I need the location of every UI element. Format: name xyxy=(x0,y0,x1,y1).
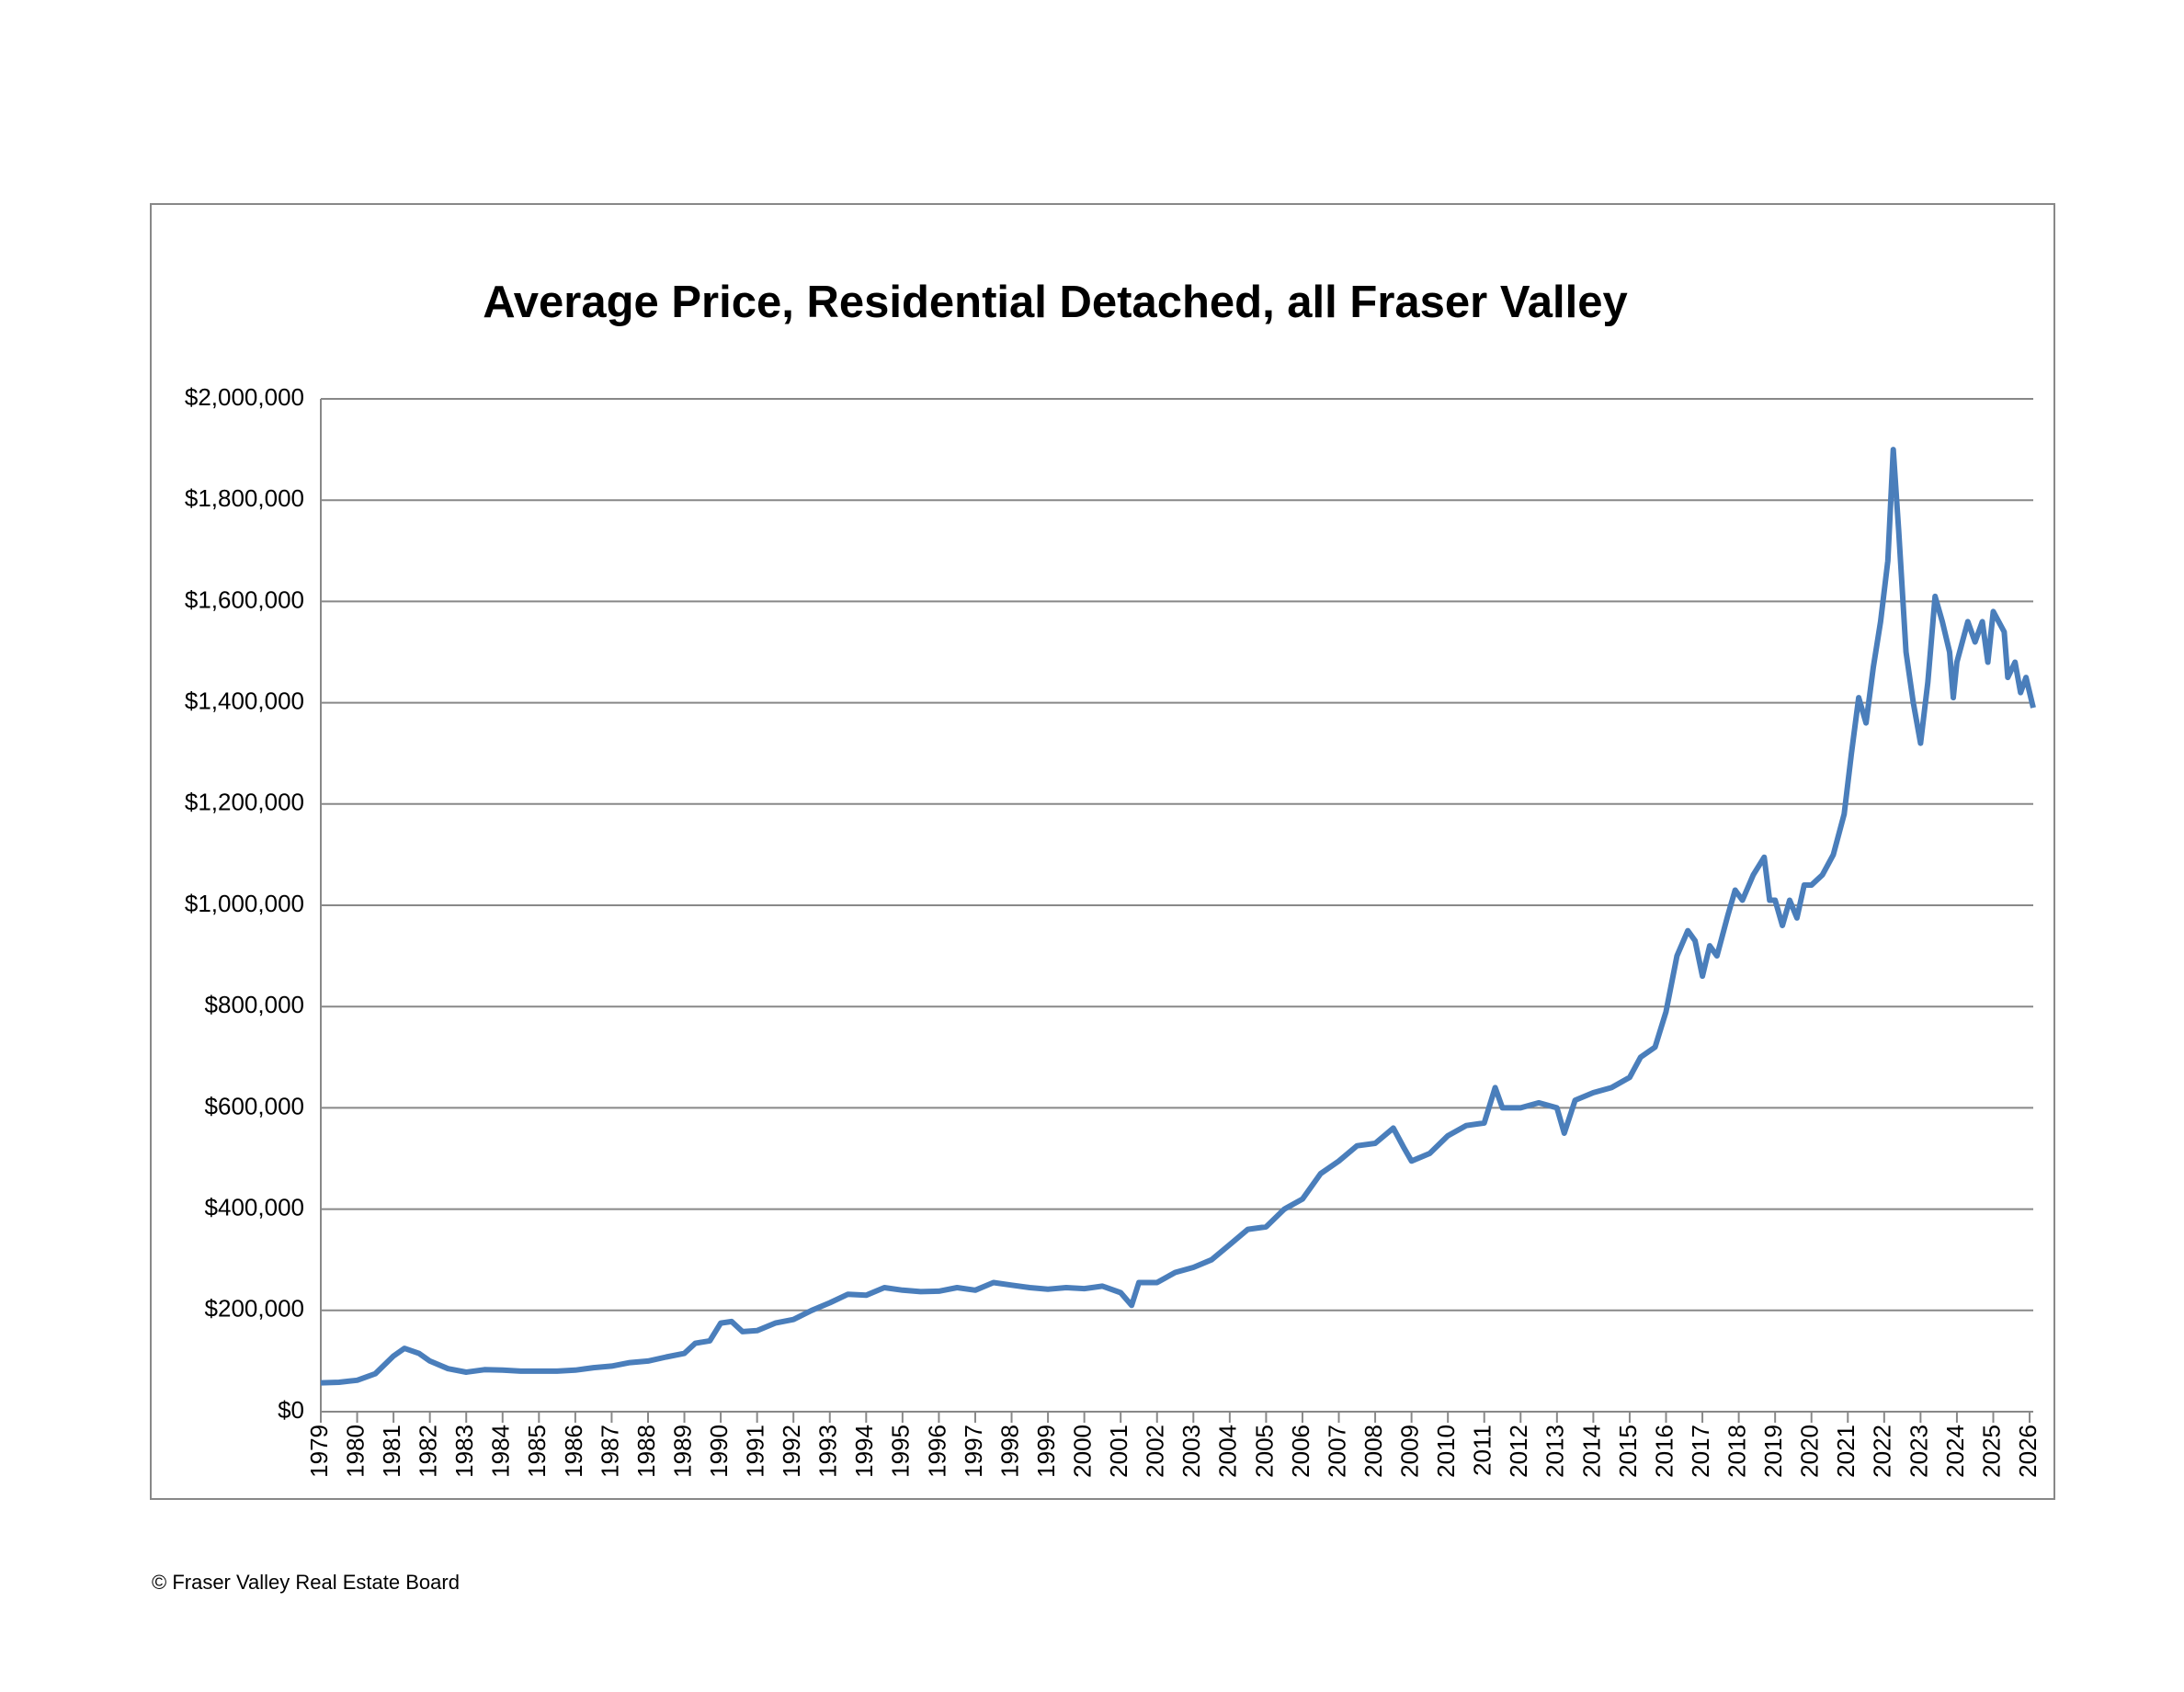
x-tick-label: 1988 xyxy=(632,1425,660,1478)
x-tick-label: 2023 xyxy=(1905,1425,1932,1478)
x-tick-label: 2025 xyxy=(1977,1425,2005,1478)
x-tick-label: 1997 xyxy=(960,1425,987,1478)
y-tick-label: $600,000 xyxy=(205,1092,304,1119)
x-tick-label: 1992 xyxy=(778,1425,805,1478)
x-tick-label: 1996 xyxy=(923,1425,950,1478)
x-tick-label: 1998 xyxy=(995,1425,1023,1478)
chart-frame xyxy=(150,203,2055,1500)
x-tick-label: 2008 xyxy=(1359,1425,1387,1478)
y-tick-label: $1,000,000 xyxy=(185,890,304,917)
y-tick-label: $200,000 xyxy=(205,1295,304,1323)
x-tick-label: 1987 xyxy=(596,1425,623,1478)
x-tick-label: 2013 xyxy=(1541,1425,1569,1478)
x-tick-label: 2009 xyxy=(1395,1425,1423,1478)
x-tick-label: 2006 xyxy=(1287,1425,1314,1478)
x-tick-label: 2004 xyxy=(1214,1425,1242,1478)
y-tick-label: $400,000 xyxy=(205,1193,304,1221)
x-tick-label: 1985 xyxy=(523,1425,551,1478)
x-tick-label: 1995 xyxy=(887,1425,915,1478)
x-tick-label: 2024 xyxy=(1941,1425,1969,1478)
x-tick-label: 2026 xyxy=(2014,1425,2042,1478)
x-tick-label: 2003 xyxy=(1177,1425,1205,1478)
x-tick-label: 2001 xyxy=(1105,1425,1132,1478)
y-tick-label: $1,200,000 xyxy=(185,789,304,816)
y-tick-label: $1,400,000 xyxy=(185,687,304,714)
x-tick-label: 2015 xyxy=(1614,1425,1642,1478)
x-tick-label: 1990 xyxy=(705,1425,733,1478)
x-tick-label: 1979 xyxy=(305,1425,333,1478)
x-tick-label: 2016 xyxy=(1650,1425,1678,1478)
x-tick-label: 2005 xyxy=(1250,1425,1278,1478)
x-tick-label: 1999 xyxy=(1032,1425,1060,1478)
x-tick-label: 2011 xyxy=(1469,1425,1496,1476)
x-tick-label: 2012 xyxy=(1505,1425,1532,1478)
x-tick-label: 1994 xyxy=(850,1425,878,1478)
x-tick-label: 2022 xyxy=(1869,1425,1896,1478)
x-tick-label: 2000 xyxy=(1069,1425,1097,1478)
x-tick-label: 1989 xyxy=(668,1425,696,1478)
y-tick-label: $1,800,000 xyxy=(185,484,304,512)
x-tick-label: 2018 xyxy=(1723,1425,1750,1478)
x-tick-label: 1981 xyxy=(378,1425,405,1478)
x-tick-label: 2007 xyxy=(1323,1425,1350,1478)
y-tick-label: $800,000 xyxy=(205,991,304,1018)
y-tick-label: $1,600,000 xyxy=(185,585,304,613)
x-tick-label: 2021 xyxy=(1832,1425,1860,1478)
x-tick-label: 2019 xyxy=(1759,1425,1787,1478)
x-tick-label: 1993 xyxy=(814,1425,842,1478)
x-tick-label: 2002 xyxy=(1142,1425,1169,1478)
x-tick-label: 1980 xyxy=(341,1425,369,1478)
x-tick-label: 2010 xyxy=(1432,1425,1460,1478)
x-tick-label: 1986 xyxy=(560,1425,587,1478)
y-tick-label: $0 xyxy=(278,1396,304,1424)
x-tick-label: 1984 xyxy=(487,1425,515,1478)
x-tick-label: 2020 xyxy=(1796,1425,1824,1478)
chart-title: Average Price, Residential Detached, all… xyxy=(483,278,1628,327)
footer: © Fraser Valley Real Estate Board xyxy=(152,1571,460,1594)
x-tick-label: 1982 xyxy=(415,1425,442,1478)
line-series xyxy=(320,447,2036,1386)
x-tick-label: 1991 xyxy=(742,1425,769,1478)
x-tick-label: 1983 xyxy=(450,1425,478,1478)
x-tick-label: 2014 xyxy=(1577,1425,1605,1478)
y-tick-label: $2,000,000 xyxy=(185,383,304,411)
x-tick-label: 2017 xyxy=(1687,1425,1714,1478)
